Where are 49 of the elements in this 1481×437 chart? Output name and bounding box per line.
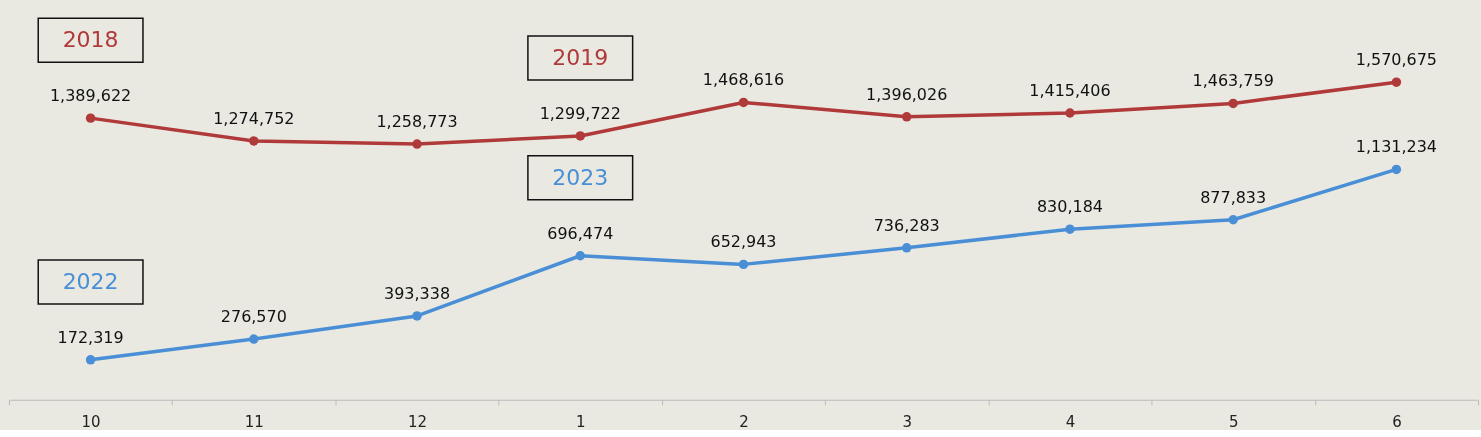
point (412, 311, 422, 321)
data-label: 1,463,759 (1192, 71, 1274, 91)
data-label: 1,415,406 (1029, 81, 1111, 101)
data-label: 1,258,773 (376, 112, 458, 132)
text: 2018 (62, 27, 119, 53)
x-tick-label: 11 (244, 413, 264, 432)
point (575, 251, 586, 261)
point (575, 131, 586, 141)
point (412, 139, 422, 149)
annotation: 2023 (552, 164, 609, 190)
data-label: 652,943 (710, 232, 777, 252)
data-label: 276,570 (220, 307, 287, 327)
data-label: 736,283 (873, 215, 940, 235)
data-label: 830,184 (1036, 197, 1103, 217)
data-label: 1,131,234 (1355, 137, 1438, 157)
point (901, 243, 912, 253)
x-tick-label: 6 (1392, 413, 1402, 432)
point (249, 334, 259, 344)
data-label: 1,468,616 (702, 70, 785, 90)
data-label: 1,570,675 (1355, 50, 1438, 70)
point (85, 113, 96, 123)
point (1228, 98, 1238, 109)
x-tick-label: 5 (1228, 413, 1239, 432)
data-label: 393,338 (384, 283, 451, 303)
data-label: 877,833 (1200, 187, 1267, 207)
point (1065, 108, 1075, 118)
data-label: 172,319 (57, 327, 124, 347)
point (901, 112, 912, 122)
point (1228, 215, 1238, 225)
text: 2019 (552, 45, 609, 71)
x-tick-label: 3 (902, 413, 912, 432)
data-label: 1,389,622 (49, 86, 132, 106)
data-label: 1,299,722 (539, 104, 621, 123)
x-tick-label: 4 (1065, 413, 1076, 432)
point (738, 97, 749, 108)
point (1065, 224, 1075, 234)
x-tick-label: 10 (81, 413, 101, 432)
point (249, 136, 259, 146)
data-label: 1,274,752 (213, 108, 295, 128)
point (1391, 164, 1402, 175)
x-tick-label: 12 (408, 413, 428, 432)
data-label: 696,474 (547, 223, 614, 243)
x-tick-label: 1 (576, 413, 586, 432)
point (738, 259, 749, 270)
point (1391, 77, 1402, 87)
annotation: 2022 (62, 268, 119, 294)
point (85, 355, 96, 365)
x-tick-label: 2 (739, 413, 749, 432)
data-label: 1,396,026 (866, 84, 948, 104)
